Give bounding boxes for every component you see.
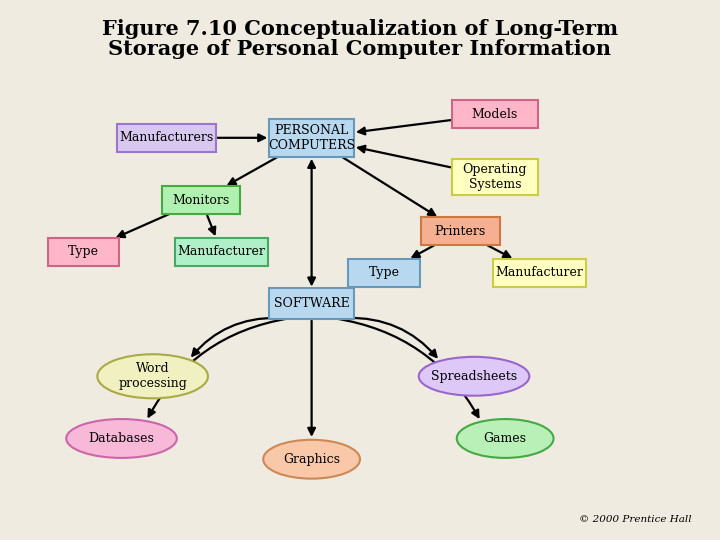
Ellipse shape: [456, 419, 554, 458]
FancyBboxPatch shape: [269, 119, 354, 157]
Ellipse shape: [97, 354, 208, 399]
Text: PERSONAL
COMPUTERS: PERSONAL COMPUTERS: [268, 124, 355, 152]
Text: Spreadsheets: Spreadsheets: [431, 370, 517, 383]
Ellipse shape: [264, 440, 360, 478]
Text: Printers: Printers: [435, 225, 486, 238]
Text: © 2000 Prentice Hall: © 2000 Prentice Hall: [579, 515, 692, 524]
Text: Manufacturer: Manufacturer: [178, 245, 266, 258]
Text: Manufacturer: Manufacturer: [496, 266, 584, 279]
Text: Graphics: Graphics: [283, 453, 340, 465]
FancyBboxPatch shape: [493, 259, 586, 287]
Text: Storage of Personal Computer Information: Storage of Personal Computer Information: [109, 39, 611, 59]
FancyBboxPatch shape: [176, 238, 268, 266]
Text: Games: Games: [484, 432, 526, 445]
Text: Type: Type: [68, 245, 99, 258]
Text: Databases: Databases: [89, 432, 155, 445]
Text: Word
processing: Word processing: [118, 362, 187, 390]
FancyBboxPatch shape: [348, 259, 420, 287]
FancyBboxPatch shape: [452, 159, 538, 194]
FancyBboxPatch shape: [420, 217, 500, 245]
Text: Operating
Systems: Operating Systems: [462, 163, 527, 191]
FancyBboxPatch shape: [452, 100, 538, 129]
Text: Figure 7.10 Conceptualization of Long-Term: Figure 7.10 Conceptualization of Long-Te…: [102, 18, 618, 38]
Ellipse shape: [419, 357, 529, 396]
FancyBboxPatch shape: [269, 288, 354, 319]
Text: Models: Models: [472, 108, 518, 121]
Text: Manufacturers: Manufacturers: [120, 131, 214, 144]
FancyBboxPatch shape: [117, 124, 216, 152]
Text: Monitors: Monitors: [172, 193, 230, 206]
Text: SOFTWARE: SOFTWARE: [274, 297, 349, 310]
Text: Type: Type: [369, 266, 400, 279]
Ellipse shape: [66, 419, 177, 458]
FancyBboxPatch shape: [48, 238, 120, 266]
FancyBboxPatch shape: [161, 186, 240, 214]
